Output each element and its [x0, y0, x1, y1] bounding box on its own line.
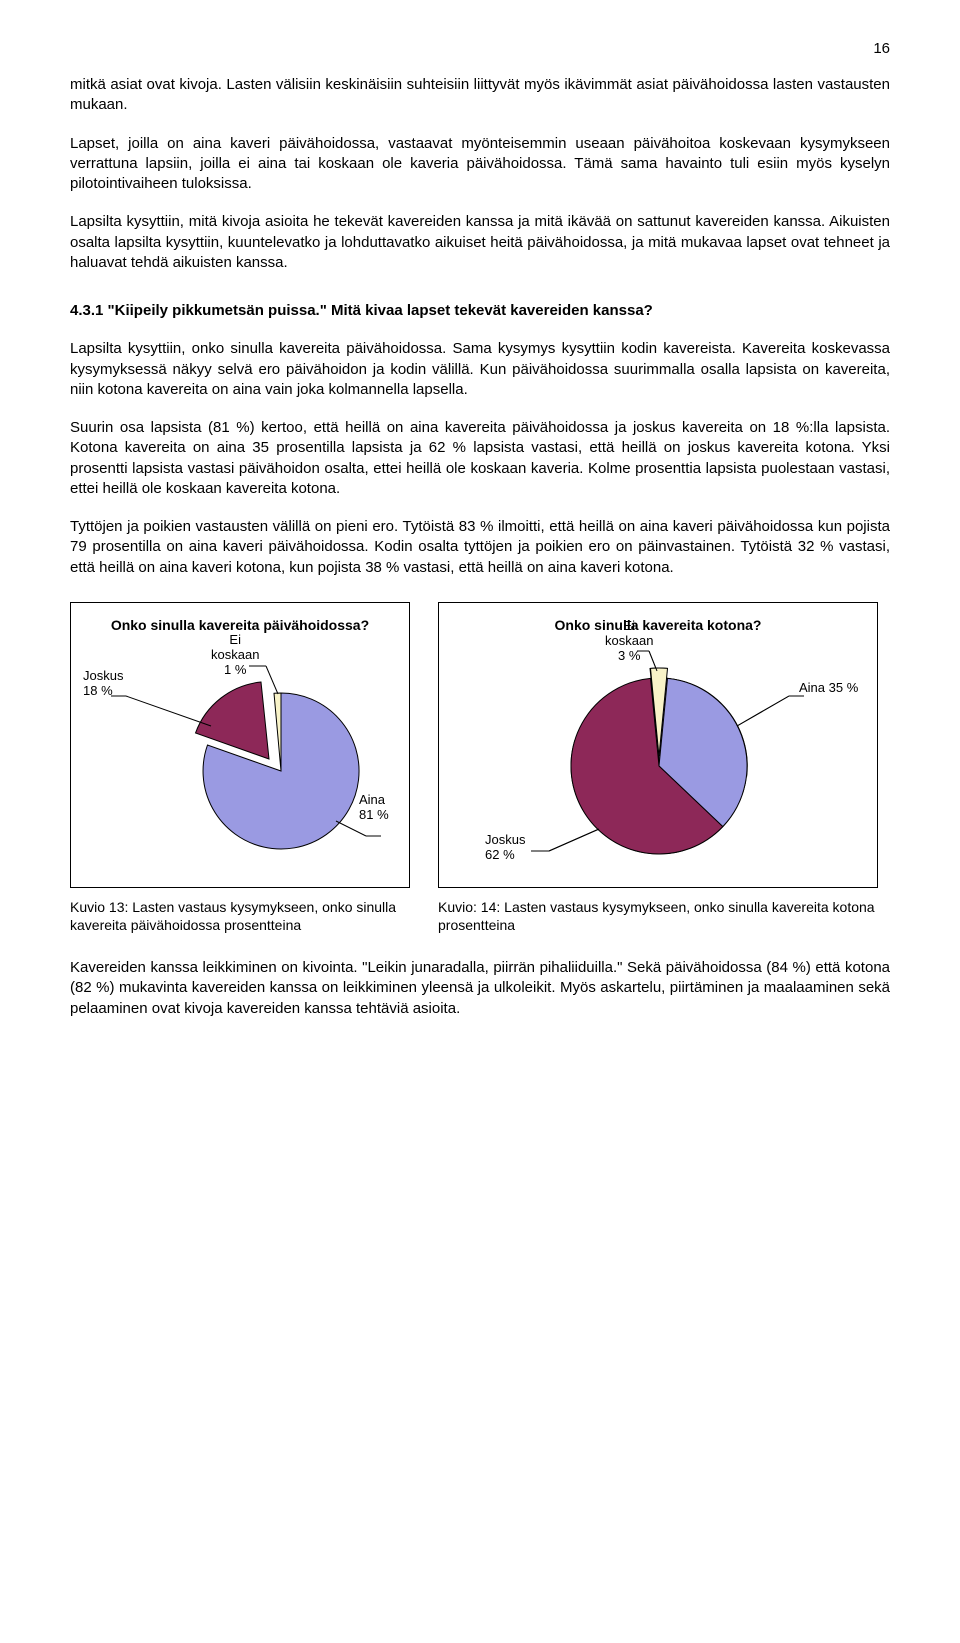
captions-row: Kuvio 13: Lasten vastaus kysymykseen, on…: [70, 898, 890, 934]
document-page: 16 mitkä asiat ovat kivoja. Lasten välis…: [0, 0, 960, 1077]
chart-canvas: Ei koskaan 3 % Aina 35 % Joskus 62 %: [449, 641, 867, 871]
pie-label: Joskus 18 %: [83, 669, 123, 699]
section-heading: 4.3.1 "Kiipeily pikkumetsän puissa." Mit…: [70, 301, 890, 321]
paragraph: Lapsilta kysyttiin, onko sinulla kaverei…: [70, 339, 890, 400]
chart-title: Onko sinulla kavereita päivähoidossa?: [81, 617, 399, 633]
page-number: 16: [70, 40, 890, 57]
paragraph: Kavereiden kanssa leikkiminen on kivoint…: [70, 958, 890, 1019]
pie-chart-home: Onko sinulla kavereita kotona?: [438, 602, 878, 888]
chart-canvas: Joskus 18 % Ei koskaan 1 % Aina 81 %: [81, 641, 399, 871]
figure-caption: Kuvio: 14: Lasten vastaus kysymykseen, o…: [438, 898, 878, 934]
pie-chart-daycare: Onko sinulla kavereita päivähoidossa?: [70, 602, 410, 888]
paragraph: Lapsilta kysyttiin, mitä kivoja asioita …: [70, 212, 890, 273]
paragraph: Suurin osa lapsista (81 %) kertoo, että …: [70, 418, 890, 499]
pie-label: Ei koskaan 3 %: [605, 619, 653, 664]
pie-label: Aina 81 %: [359, 793, 389, 823]
charts-row: Onko sinulla kavereita päivähoidossa?: [70, 602, 890, 888]
chart-title: Onko sinulla kavereita kotona?: [449, 617, 867, 633]
figure-caption: Kuvio 13: Lasten vastaus kysymykseen, on…: [70, 898, 410, 934]
paragraph: Lapset, joilla on aina kaveri päivähoido…: [70, 134, 890, 195]
pie-label: Joskus 62 %: [485, 833, 525, 863]
pie-label: Aina 35 %: [799, 681, 858, 696]
paragraph: Tyttöjen ja poikien vastausten välillä o…: [70, 517, 890, 578]
pie-label: Ei koskaan 1 %: [211, 633, 259, 678]
pie-slice-eikoskaan: [274, 693, 281, 771]
paragraph: mitkä asiat ovat kivoja. Lasten välisiin…: [70, 75, 890, 116]
